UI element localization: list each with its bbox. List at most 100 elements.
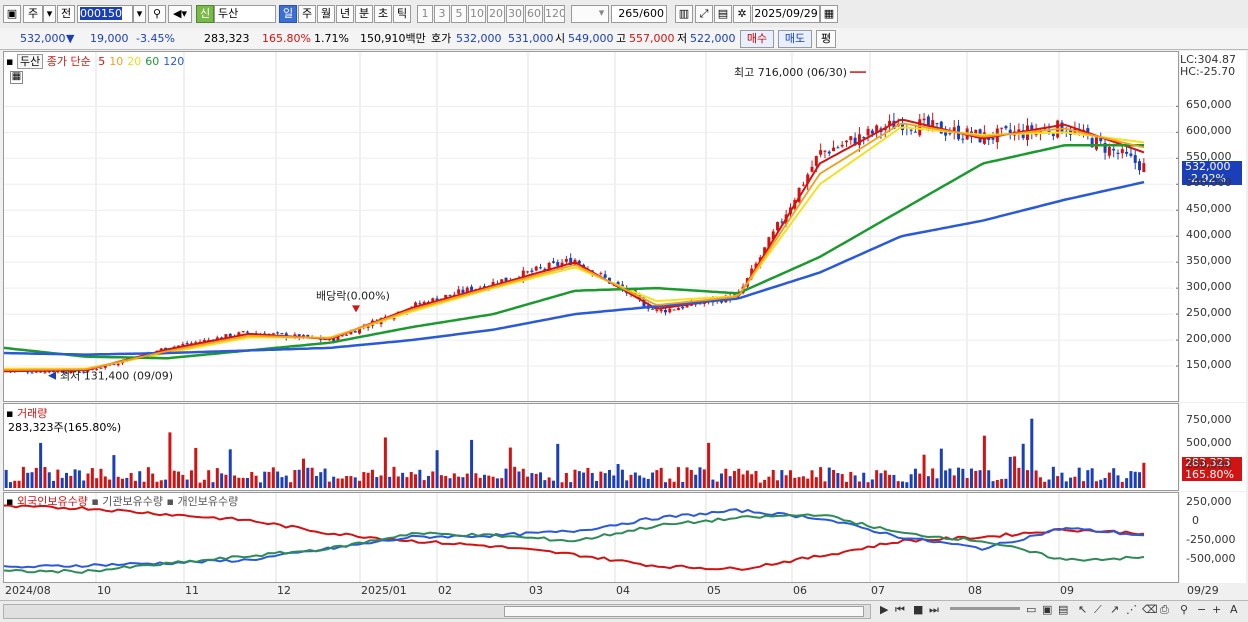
price-tick-label: 250,000: [1186, 306, 1232, 320]
stock-title[interactable]: 두산: [16, 54, 44, 69]
tab-1[interactable]: 주: [298, 5, 316, 23]
zoom-icon[interactable]: ⚲: [1180, 603, 1189, 616]
price-chart[interactable]: 최고 716,000 (06/30) 최저 131,400 (09/09) 배당락(…: [4, 52, 1178, 401]
candle-body: [448, 294, 452, 296]
interval-button-120[interactable]: 120: [544, 5, 565, 23]
candle-body: [560, 262, 564, 267]
candle-body: [47, 371, 51, 373]
volume-bar: [745, 470, 749, 488]
buy-button[interactable]: 매수: [740, 30, 774, 48]
code-dropdown-icon[interactable]: ▾: [133, 5, 146, 23]
candle-type-icon[interactable]: ▥: [675, 5, 693, 23]
volume-bar: [500, 478, 504, 488]
candle-body: [814, 156, 818, 166]
trend-tool-icon[interactable]: ↖: [1078, 603, 1088, 616]
eval-button[interactable]: 평: [816, 30, 836, 48]
volume-bar: [655, 470, 659, 488]
interval-button-10[interactable]: 10: [468, 5, 486, 23]
volume-bar: [840, 474, 844, 488]
candle-body: [651, 308, 655, 310]
font-size-icon[interactable]: A: [1230, 603, 1238, 616]
search-icon[interactable]: ⚲: [148, 5, 166, 23]
candle-body: [491, 281, 495, 287]
grid-toggle-icon[interactable]: ▦: [10, 71, 23, 84]
volume-bar: [1120, 481, 1124, 488]
volume-bar: [383, 437, 387, 488]
interval-button-3[interactable]: 3: [434, 5, 450, 23]
calendar-icon[interactable]: ▦: [820, 5, 838, 23]
volume-bar: [250, 471, 254, 488]
volume-bar: [870, 479, 874, 488]
zoom-out-icon[interactable]: −: [1197, 603, 1207, 616]
stock-code-input[interactable]: 000150: [77, 5, 133, 23]
scroll-right-icon[interactable]: ▶: [880, 603, 889, 616]
sound-icon[interactable]: ◀▾: [168, 5, 192, 23]
volume-bar: [185, 479, 189, 488]
candle-body: [539, 267, 543, 269]
period-dropdown-icon[interactable]: ▾: [43, 5, 56, 23]
volume-bar: [405, 477, 409, 488]
layout-icon[interactable]: ▭: [1026, 603, 1037, 616]
print-icon[interactable]: ⎙: [1160, 603, 1169, 616]
volume-bar: [164, 479, 168, 488]
tab-5[interactable]: 초: [374, 5, 392, 23]
zoom-in-icon[interactable]: +: [1212, 603, 1222, 616]
date-input[interactable]: 2025/09/29: [752, 5, 820, 23]
volume-chart[interactable]: [4, 404, 1178, 490]
extra-dropdown-icon[interactable]: ▾: [598, 6, 605, 19]
zoom-slider[interactable]: [950, 607, 1020, 610]
volume-bar: [332, 476, 336, 488]
erase-tool-icon[interactable]: ⌫: [1142, 603, 1158, 616]
save-icon[interactable]: ▤: [714, 5, 732, 23]
line-tool-icon[interactable]: ⟋: [1094, 603, 1102, 616]
split-icon[interactable]: ▣: [1042, 603, 1053, 616]
volume-bar: [202, 479, 206, 488]
tab-4[interactable]: 분: [355, 5, 373, 23]
copy-icon[interactable]: ▤: [1058, 603, 1069, 616]
x-tick-label: 02: [438, 584, 452, 597]
volume-bar: [401, 472, 405, 488]
interval-button-30[interactable]: 30: [506, 5, 524, 23]
sell-button[interactable]: 매도: [778, 30, 812, 48]
stop-icon[interactable]: ■: [913, 603, 924, 616]
interval-button-60[interactable]: 60: [525, 5, 543, 23]
volume-bar: [138, 471, 142, 488]
volume-bar: [1030, 418, 1034, 488]
interval-button-20[interactable]: 20: [487, 5, 505, 23]
candle-body: [90, 369, 94, 371]
interval-button-5[interactable]: 5: [451, 5, 467, 23]
ma-legend: 5 10 20 60 120: [94, 55, 184, 68]
period-button[interactable]: 주: [23, 5, 43, 23]
stock-name-field[interactable]: 두산: [214, 5, 276, 23]
holdings-chart[interactable]: [4, 493, 1178, 582]
prev-button[interactable]: 전: [57, 5, 75, 23]
tab-6[interactable]: 틱: [393, 5, 411, 23]
scroll-end-icon[interactable]: ⏭: [929, 603, 939, 616]
interval-button-1[interactable]: 1: [417, 5, 433, 23]
tab-2[interactable]: 월: [317, 5, 335, 23]
draw-tool-icon[interactable]: ⤢: [695, 5, 713, 23]
volume-bar: [64, 472, 68, 488]
panel-menu-icon[interactable]: ▪: [6, 495, 14, 508]
volume-bar: [909, 474, 913, 488]
volume-bar: [698, 467, 702, 488]
panel-menu-icon[interactable]: ▪: [6, 55, 14, 68]
scrollbar-thumb[interactable]: [504, 606, 864, 617]
fib-tool-icon[interactable]: ⋰: [1126, 603, 1137, 616]
count-field[interactable]: 265/600: [611, 5, 667, 23]
window-menu-icon[interactable]: ▣: [3, 5, 21, 23]
extra-dropdown[interactable]: [571, 5, 609, 23]
candle-body: [823, 150, 827, 152]
volume-bar: [297, 469, 301, 488]
tab-3[interactable]: 년: [336, 5, 354, 23]
volume-bar: [172, 470, 176, 488]
volume-bar: [767, 476, 771, 488]
scroll-start-icon[interactable]: ⏮: [895, 603, 905, 616]
ray-tool-icon[interactable]: ↗: [1110, 603, 1120, 616]
horizontal-scrollbar[interactable]: [3, 604, 871, 619]
volume-bar: [771, 469, 775, 488]
candle-body: [840, 144, 844, 147]
panel-menu-icon[interactable]: ▪: [6, 407, 14, 420]
tab-0[interactable]: 일: [279, 5, 297, 23]
settings-gear-icon[interactable]: ✲: [733, 5, 751, 23]
